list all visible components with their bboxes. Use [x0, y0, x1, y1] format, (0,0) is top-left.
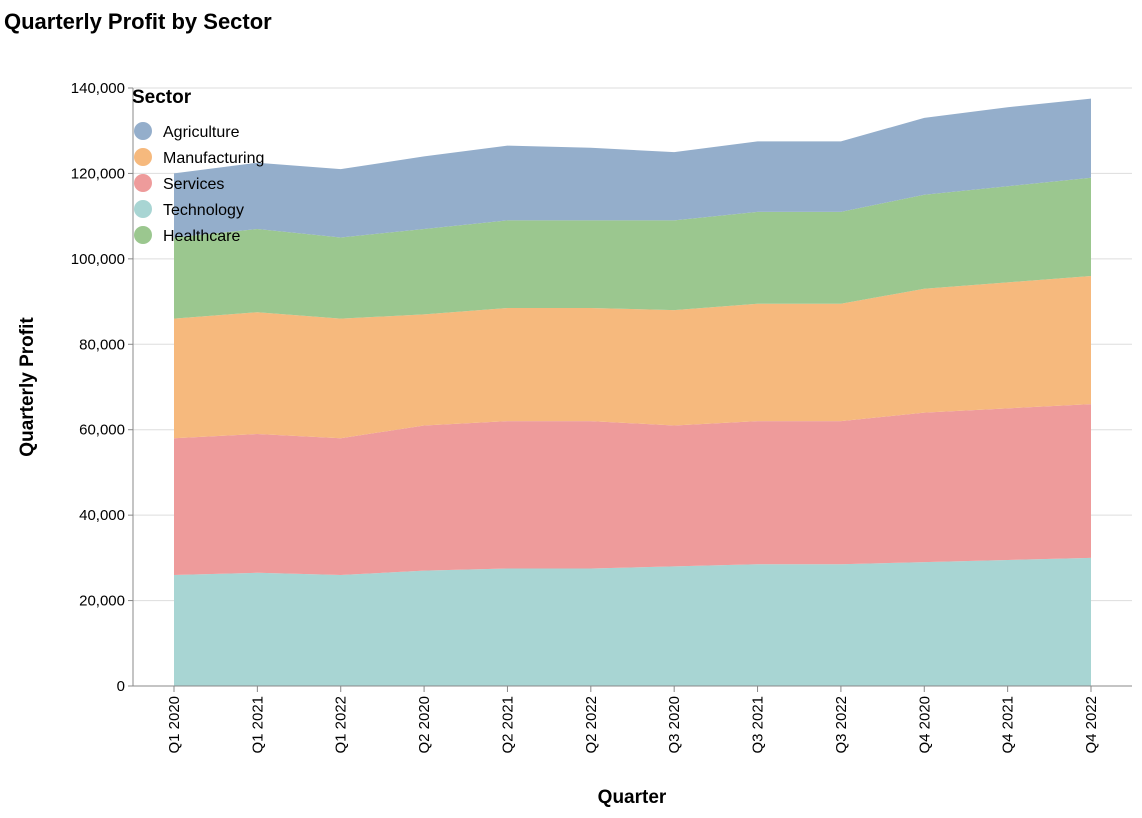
- area-manufacturing: [174, 275, 1091, 439]
- legend-label-healthcare: Healthcare: [163, 228, 240, 245]
- y-axis-title: Quarterly Profit: [17, 317, 38, 457]
- y-axis: 0 20,000 40,000 60,000 80,000 100,000 120,000 1…: [71, 80, 134, 695]
- x-axis-title: Quarter: [598, 787, 667, 808]
- x-tick-label: Q2 2020: [416, 696, 433, 754]
- legend-swatch-manufacturing: [134, 148, 152, 166]
- x-tick-label: Q3 2021: [750, 696, 767, 754]
- x-tick-label: Q4 2021: [1000, 696, 1017, 754]
- legend-swatch-technology: [134, 200, 152, 218]
- x-tick-label: Q2 2022: [583, 696, 600, 754]
- chart-title: Quarterly Profit by Sector: [4, 9, 272, 34]
- y-tick-label: 100,000: [71, 251, 125, 268]
- x-tick-label: Q1 2020: [166, 696, 183, 754]
- legend-label-technology: Technology: [163, 202, 244, 219]
- legend-swatch-agriculture: [134, 122, 152, 140]
- area-agriculture: [174, 98, 1091, 238]
- y-tick-label: 0: [117, 678, 125, 695]
- area-services: [174, 404, 1091, 575]
- area-technology: [174, 557, 1091, 686]
- x-tick-label: Q3 2020: [666, 696, 683, 754]
- legend-label-manufacturing: Manufacturing: [163, 150, 264, 167]
- legend-label-agriculture: Agriculture: [163, 124, 240, 141]
- y-tick-label: 60,000: [79, 422, 125, 439]
- legend-label-services: Services: [163, 176, 224, 193]
- legend-title: Sector: [132, 87, 192, 108]
- y-tick-label: 120,000: [71, 165, 125, 182]
- area-series: [174, 98, 1091, 686]
- x-tick-label: Q3 2022: [833, 696, 850, 754]
- y-tick-label: 140,000: [71, 80, 125, 97]
- x-tick-label: Q2 2021: [499, 696, 516, 754]
- x-tick-label: Q4 2020: [916, 696, 933, 754]
- legend-swatch-healthcare: [134, 226, 152, 244]
- area-healthcare: [174, 177, 1091, 319]
- y-tick-label: 40,000: [79, 507, 125, 524]
- y-tick-label: 80,000: [79, 336, 125, 353]
- x-axis: Q1 2020 Q1 2021 Q1 2022 Q2 2020 Q2 2021 Q2 20…: [133, 685, 1132, 754]
- x-tick-label: Q1 2021: [249, 696, 266, 754]
- x-tick-label: Q1 2022: [333, 696, 350, 754]
- x-tick-label: Q4 2022: [1083, 696, 1100, 754]
- legend-swatch-services: [134, 174, 152, 192]
- y-tick-label: 20,000: [79, 593, 125, 610]
- legend: Sector Agriculture Manufacturing Services T…: [132, 87, 264, 245]
